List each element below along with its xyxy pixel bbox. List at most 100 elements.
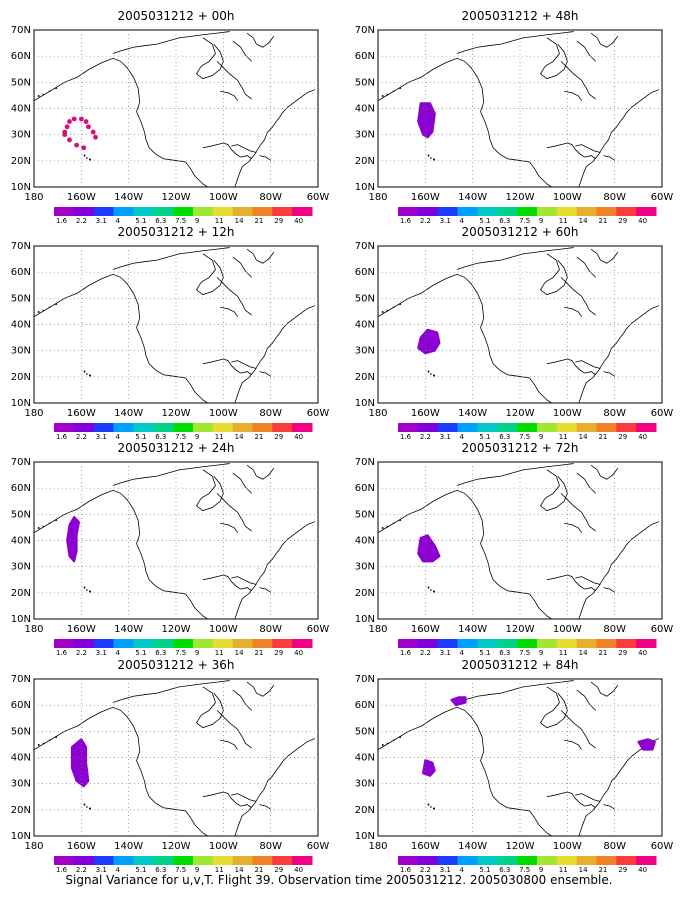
colorbar-label: 40 [638, 217, 647, 225]
colorbar-swatch [417, 639, 439, 648]
lon-tick-label: 160W [67, 624, 96, 635]
colorbar-swatch [73, 207, 95, 216]
lat-tick-label: 10N [11, 398, 31, 409]
lon-tick-label: 120W [162, 408, 191, 419]
colorbar-swatch [497, 856, 518, 865]
colorbar-swatch [252, 207, 273, 216]
lat-tick-label: 40N [355, 753, 375, 764]
colorbar-label: 11 [559, 649, 568, 657]
lon-tick-label: 160W [411, 841, 440, 852]
colorbar-label: 5.1 [135, 217, 146, 225]
lat-tick-label: 30N [11, 346, 31, 357]
lat-tick-label: 20N [11, 805, 31, 816]
lat-tick-label: 50N [11, 726, 31, 737]
colorbar-label: 29 [618, 866, 627, 874]
colorbar-swatch [212, 423, 234, 432]
lon-tick-label: 80W [259, 408, 282, 419]
colorbar-label: 9 [539, 649, 543, 657]
colorbar-label: 6.3 [155, 217, 166, 225]
variance-contour [637, 738, 656, 751]
lat-tick-label: 10N [11, 614, 31, 625]
colorbar-swatch [457, 856, 478, 865]
colorbar-label: 3.1 [96, 866, 107, 874]
colorbar-label: 29 [618, 433, 627, 441]
colorbar-swatch [556, 856, 578, 865]
colorbar-swatch [192, 423, 214, 432]
lon-tick-label: 160W [411, 192, 440, 203]
colorbar-label: 7.5 [175, 866, 186, 874]
colorbar-label: 21 [598, 866, 607, 874]
lon-tick-label: 140W [458, 624, 487, 635]
colorbar-label: 40 [294, 866, 303, 874]
map-panel: 2005031212 + 60h 70N 60N 50N 40N 30N 20N 10N180… [355, 225, 674, 441]
colorbar-label: 3.1 [96, 433, 107, 441]
colorbar-swatch [437, 207, 459, 216]
colorbar-swatch [113, 856, 134, 865]
lat-tick-label: 40N [11, 536, 31, 547]
colorbar-label: 40 [638, 866, 647, 874]
colorbar-label: 3.1 [440, 866, 451, 874]
lat-tick-label: 50N [355, 726, 375, 737]
colorbar-label: 7.5 [519, 217, 530, 225]
variance-dot [83, 119, 89, 124]
colorbar-label: 7.5 [175, 217, 186, 225]
colorbar-swatch [556, 423, 578, 432]
colorbar-label: 3.1 [96, 217, 107, 225]
colorbar: 1.6 2.2 3.1 4 5.1 6.3 7.5 9 11 14 21 29 40 [54, 856, 313, 874]
colorbar-label: 14 [235, 217, 244, 225]
colorbar-label: 7.5 [175, 649, 186, 657]
lon-tick-label: 100W [209, 624, 238, 635]
lon-tick-label: 160W [67, 841, 96, 852]
lon-tick-label: 180 [368, 408, 387, 419]
colorbar-swatch [636, 856, 657, 865]
colorbar-label: 21 [254, 866, 263, 874]
colorbar-swatch [536, 207, 558, 216]
lat-tick-label: 70N [11, 25, 31, 36]
colorbar-swatch [417, 207, 439, 216]
colorbar-label: 14 [235, 866, 244, 874]
lat-tick-label: 30N [355, 130, 375, 141]
colorbar-label: 5.1 [479, 649, 490, 657]
colorbar-label: 40 [294, 433, 303, 441]
lon-tick-label: 100W [209, 192, 238, 203]
lon-tick-label: 140W [458, 841, 487, 852]
lat-tick-label: 30N [11, 130, 31, 141]
lat-tick-label: 60N [355, 483, 375, 494]
colorbar-swatch [497, 639, 518, 648]
colorbar-swatch [457, 639, 478, 648]
lon-tick-label: 80W [603, 624, 626, 635]
lon-tick-label: 60W [307, 192, 330, 203]
colorbar-label: 1.6 [56, 433, 68, 441]
colorbar-label: 29 [618, 217, 627, 225]
lon-tick-label: 100W [553, 841, 582, 852]
colorbar-label: 6.3 [499, 866, 510, 874]
colorbar-label: 40 [294, 649, 303, 657]
variance-contour [450, 696, 467, 707]
colorbar-swatch [477, 423, 498, 432]
lon-tick-label: 60W [307, 624, 330, 635]
colorbar-swatch [636, 423, 657, 432]
lon-tick-label: 140W [114, 841, 143, 852]
colorbar-label: 4 [116, 866, 121, 874]
colorbar-swatch [517, 423, 538, 432]
colorbar-label: 3.1 [440, 433, 451, 441]
colorbar-label: 9 [539, 217, 543, 225]
colorbar-label: 4 [116, 649, 121, 657]
colorbar-swatch [252, 856, 273, 865]
lon-tick-label: 100W [553, 192, 582, 203]
colorbar-swatch [173, 639, 194, 648]
lat-tick-label: 30N [355, 346, 375, 357]
lon-tick-label: 60W [651, 624, 674, 635]
lon-tick-label: 80W [603, 408, 626, 419]
colorbar-swatch [133, 207, 154, 216]
colorbar-label: 9 [539, 433, 543, 441]
colorbar-swatch [272, 856, 293, 865]
colorbar-label: 11 [215, 866, 224, 874]
colorbar-swatch [173, 423, 194, 432]
colorbar-swatch [437, 856, 459, 865]
colorbar-label: 3.1 [96, 649, 107, 657]
lat-tick-label: 40N [355, 536, 375, 547]
colorbar-swatch [536, 423, 558, 432]
lat-tick-label: 60N [11, 267, 31, 278]
